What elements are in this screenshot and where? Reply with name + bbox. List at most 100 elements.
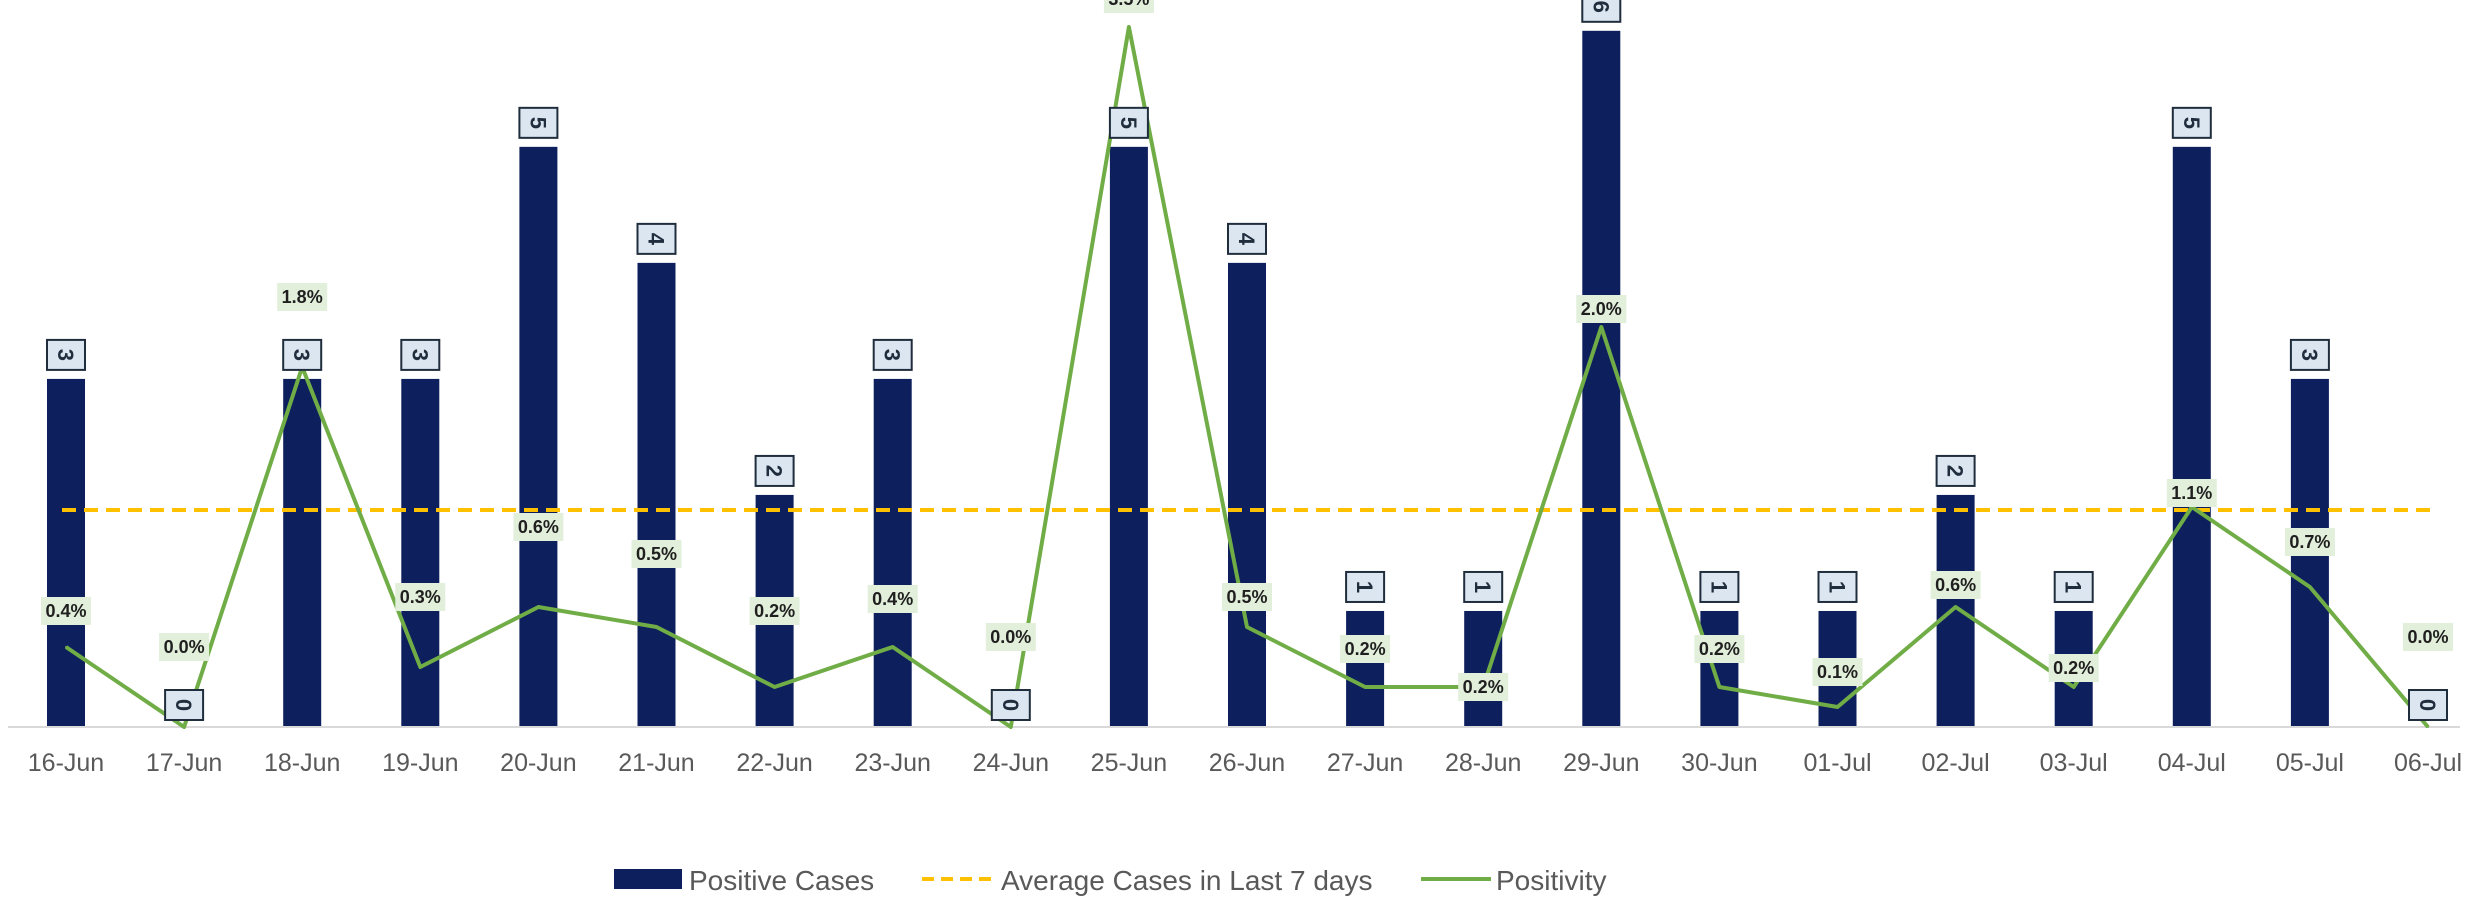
positivity-point-01-Jul	[1836, 706, 1839, 708]
positivity-label-box	[1812, 658, 1863, 686]
positivity-label-box	[1930, 571, 1981, 599]
x-tick-25-Jun: 25-Jun	[1091, 749, 1167, 777]
bar-label-03-Jul: 1	[2053, 570, 2094, 603]
bar-30-Jun	[1700, 610, 1739, 727]
positivity-label-text: 1.8%	[282, 287, 323, 307]
x-tick-22-Jun: 22-Jun	[736, 749, 812, 777]
bar-label-25-Jun: 5	[1108, 106, 1149, 139]
bar-label-text: 5	[525, 117, 550, 129]
legend-swatch-positive-cases	[614, 869, 682, 889]
bar-label-23-Jun: 3	[872, 338, 913, 371]
bar-label-18-Jun: 3	[282, 338, 323, 371]
bar-label-28-Jun: 1	[1463, 570, 1504, 603]
bar-25-Jun	[1109, 146, 1148, 728]
bar-label-box	[1463, 570, 1504, 603]
positivity-label-text: 1.1%	[2171, 483, 2212, 503]
positivity-point-22-Jun	[773, 686, 776, 688]
bar-label-text: 3	[289, 349, 314, 361]
positivity-label-text: 0.2%	[754, 601, 795, 621]
bar-label-26-Jun: 4	[1227, 222, 1267, 255]
legend: Positive Cases Average Cases in Last 7 d…	[614, 865, 1606, 896]
positivity-label-box	[749, 597, 800, 625]
positivity-label-text: 0.2%	[1345, 639, 1386, 659]
x-tick-06-Jul: 06-Jul	[2394, 749, 2462, 777]
bar-label-text: 0	[171, 699, 196, 711]
bar-label-01-Jul: 1	[1817, 570, 1858, 603]
positivity-label-box	[2403, 623, 2453, 651]
positivity-label-box	[867, 585, 918, 613]
positivity-label-text: 0.5%	[1226, 587, 1267, 607]
positivity-point-24-Jun	[1009, 726, 1012, 728]
bar-label-box	[2408, 689, 2448, 721]
bar-label-text: 3	[2297, 349, 2322, 361]
bar-label-22-Jun: 2	[754, 454, 795, 487]
positivity-label-text: 0.7%	[2289, 532, 2330, 552]
positivity-label-text: 0.0%	[2407, 627, 2448, 647]
bar-04-Jul	[2172, 146, 2211, 728]
positivity-point-21-Jun	[655, 626, 658, 628]
positivity-label-23-Jun: 0.4%	[867, 585, 918, 613]
bar-label-text: 3	[53, 349, 78, 361]
positivity-point-25-Jun	[1127, 26, 1130, 28]
positivity-label-16-Jun: 0.4%	[41, 597, 91, 625]
positivity-point-02-Jul	[1954, 606, 1957, 608]
bar-label-box	[1699, 570, 1740, 603]
positivity-point-26-Jun	[1246, 626, 1248, 628]
bar-label-21-Jun: 4	[636, 222, 677, 255]
positivity-label-text: 0.5%	[636, 544, 677, 564]
positivity-label-text: 0.2%	[1463, 677, 1504, 697]
positivity-data-labels: 0.4% 0.0% 1.8% 0.3% 0.6% 0.5% 0.2% 0.4% 0.0% 3.5%…	[41, 0, 2453, 701]
positivity-label-box	[277, 283, 328, 311]
positivity-label-03-Jul: 0.2%	[2048, 654, 2099, 682]
x-tick-29-Jun: 29-Jun	[1563, 749, 1639, 777]
x-axis-tick-labels: 16-Jun 17-Jun 18-Jun 19-Jun 20-Jun 21-Jun 22-J…	[28, 749, 2462, 777]
positivity-label-05-Jul: 0.7%	[2284, 528, 2335, 556]
positivity-label-06-Jul: 0.0%	[2403, 623, 2453, 651]
x-tick-20-Jun: 20-Jun	[500, 749, 576, 777]
positivity-label-box	[1103, 0, 1154, 13]
positivity-point-30-Jun	[1718, 686, 1721, 688]
bar-label-text: 5	[1116, 117, 1141, 129]
bar-label-box	[46, 338, 86, 371]
positivity-label-box	[1458, 673, 1509, 701]
bar-label-29-Jun: 6	[1581, 0, 1622, 23]
positivity-label-30-Jun: 0.2%	[1694, 635, 1745, 663]
bar-label-text: 1	[1825, 581, 1850, 593]
positivity-point-19-Jun	[419, 666, 422, 668]
x-tick-28-Jun: 28-Jun	[1445, 749, 1521, 777]
x-tick-05-Jul: 05-Jul	[2276, 749, 2344, 777]
bar-26-Jun	[1228, 262, 1266, 727]
positivity-label-25-Jun: 3.5%	[1103, 0, 1154, 13]
legend-label-average: Average Cases in Last 7 days	[1001, 865, 1372, 896]
bar-23-Jun	[873, 378, 912, 727]
positivity-label-text: 0.4%	[872, 589, 913, 609]
bar-label-27-Jun: 1	[1345, 570, 1386, 603]
bar-label-02-Jul: 2	[1935, 454, 1976, 487]
positivity-label-24-Jun: 0.0%	[985, 623, 1036, 651]
positivity-label-text: 0.2%	[2053, 658, 2094, 678]
x-tick-17-Jun: 17-Jun	[146, 749, 222, 777]
x-tick-21-Jun: 21-Jun	[618, 749, 694, 777]
bar-label-box	[2289, 338, 2330, 371]
legend-label-positive-cases: Positive Cases	[689, 865, 874, 896]
bar-label-box	[518, 106, 559, 139]
bar-label-box	[282, 338, 323, 371]
bar-label-19-Jun: 3	[400, 338, 441, 371]
positivity-label-29-Jun: 2.0%	[1576, 295, 1627, 323]
positivity-point-17-Jun	[183, 726, 186, 728]
positivity-point-29-Jun	[1600, 326, 1603, 328]
bar-label-text: 2	[762, 465, 787, 477]
bar-label-16-Jun: 3	[46, 338, 86, 371]
x-tick-16-Jun: 16-Jun	[28, 749, 104, 777]
positivity-label-20-Jun: 0.6%	[513, 513, 564, 541]
x-tick-02-Jul: 02-Jul	[1922, 749, 1990, 777]
bar-label-box	[1817, 570, 1858, 603]
positivity-label-27-Jun: 0.2%	[1340, 635, 1391, 663]
bar-label-17-Jun: 0	[164, 689, 205, 721]
bar-label-04-Jul: 5	[2171, 106, 2212, 139]
legend-label-positivity: Positivity	[1496, 865, 1606, 896]
bar-label-text: 2	[1943, 465, 1968, 477]
positivity-label-box	[2166, 479, 2217, 507]
